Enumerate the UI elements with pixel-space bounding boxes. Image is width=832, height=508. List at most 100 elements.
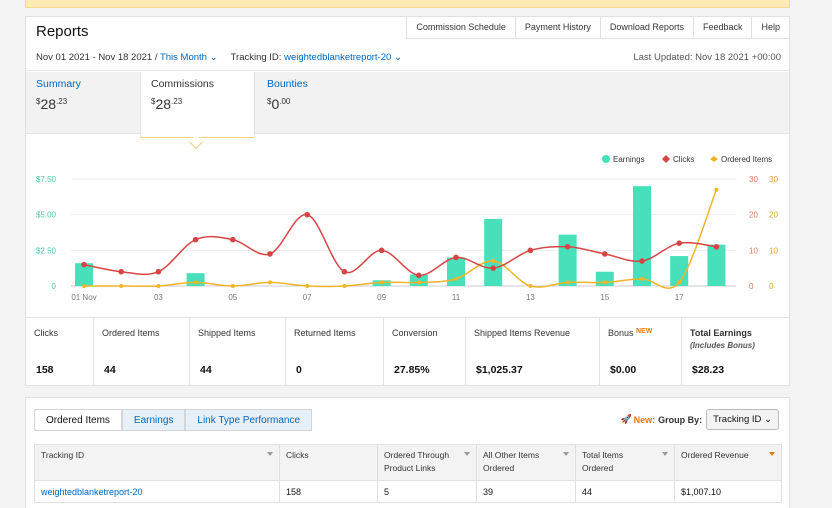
clicks-point — [155, 268, 162, 275]
ordered-items-point — [677, 280, 682, 285]
stat-label: Clicks — [34, 328, 58, 338]
stat-label: Shipped Items — [198, 328, 256, 338]
table-header-row: Tracking ID Clicks Ordered Through Produ… — [34, 444, 782, 481]
stat-value: $1,025.37 — [476, 364, 523, 376]
ordered-items-point — [528, 284, 533, 288]
col-clicks[interactable]: Clicks — [279, 444, 378, 481]
earnings-bar — [558, 234, 577, 286]
sort-icon — [769, 452, 775, 456]
ordered-items-point — [305, 284, 310, 288]
legend-clicks-swatch — [662, 155, 670, 163]
x-tick-label: 07 — [303, 293, 312, 302]
stat-label: Conversion — [392, 328, 438, 338]
commission-schedule-link[interactable]: Commission Schedule — [406, 17, 515, 38]
stat-label: Ordered Items — [102, 328, 160, 338]
stat-sublabel: (Includes Bonus) — [690, 341, 755, 350]
details-panel: Ordered Items Earnings Link Type Perform… — [25, 397, 790, 508]
clicks-point — [602, 251, 608, 257]
x-tick-label: 11 — [452, 293, 461, 302]
earnings-bar — [633, 186, 651, 286]
currency-symbol: $ — [267, 97, 272, 106]
new-badge: NEW — [636, 328, 653, 335]
amount-whole: 28 — [155, 96, 172, 112]
column-label: Tracking ID — [41, 450, 85, 460]
legend-clicks-label: Clicks — [673, 155, 694, 164]
help-link[interactable]: Help — [751, 17, 789, 38]
stat-label: Total Earnings — [690, 328, 752, 338]
chevron-down-icon: ⌄ — [764, 414, 772, 425]
tracking-id-label: weightedblanketreport-20 — [284, 52, 392, 63]
clicks-point — [118, 268, 124, 275]
tab-summary[interactable]: Summary $28.23 — [26, 72, 141, 134]
tab-ordered-items[interactable]: Ordered Items — [34, 409, 122, 431]
ordered-items-point — [416, 280, 421, 285]
tab-bounties-label: Bounties — [267, 78, 308, 90]
x-tick-label: 09 — [377, 293, 386, 302]
last-updated: Last Updated: Nov 18 2021 +00:00 — [633, 52, 781, 63]
y-right2-tick-label: 20 — [769, 211, 778, 220]
col-all-other-items[interactable]: All Other Items Ordered — [476, 444, 576, 481]
stat-label: Returned Items — [294, 328, 356, 338]
stat-label: Shipped Items Revenue — [474, 328, 571, 338]
ordered-items-point — [640, 276, 644, 281]
ordered-items-point — [714, 187, 719, 192]
clicks-point — [267, 251, 273, 257]
tab-earnings[interactable]: Earnings — [121, 409, 186, 431]
stat-conversion: Conversion 27.85% — [384, 318, 466, 386]
feedback-link[interactable]: Feedback — [692, 17, 752, 38]
clicks-point — [453, 254, 459, 261]
earnings-bar — [484, 218, 503, 286]
stat-clicks: Clicks 158 — [26, 318, 94, 386]
tab-bounties[interactable]: Bounties $0.00 — [257, 72, 372, 134]
stat-value: 44 — [104, 364, 116, 376]
stat-returned-items: Returned Items 0 — [286, 318, 384, 386]
col-ordered-revenue[interactable]: Ordered Revenue — [674, 444, 782, 481]
ordered-items-point — [602, 280, 607, 285]
x-tick-label: 03 — [154, 293, 163, 302]
tab-commissions-label: Commissions — [151, 78, 215, 90]
download-reports-link[interactable]: Download Reports — [599, 17, 693, 38]
earnings-bar — [75, 263, 93, 286]
tracking-id-cell[interactable]: weightedblanketreport-20 — [34, 480, 280, 503]
payment-history-link[interactable]: Payment History — [514, 17, 600, 38]
y-right-tick-label: 20 — [749, 211, 758, 220]
tab-commissions-value: $28.23 — [151, 96, 244, 112]
earnings-bar — [409, 274, 428, 286]
col-total-items[interactable]: Total Items Ordered — [575, 444, 675, 481]
tab-link-type-performance[interactable]: Link Type Performance — [185, 409, 313, 431]
tab-commissions[interactable]: Commissions $28.23 — [140, 72, 255, 138]
clicks-cell: 158 — [279, 480, 378, 503]
ordered-items-table: Tracking ID Clicks Ordered Through Produ… — [34, 444, 782, 503]
column-label: All Other Items Ordered — [483, 450, 540, 473]
stat-shipped-items: Shipped Items 44 — [190, 318, 286, 386]
y-left-tick-label: $7.50 — [36, 175, 57, 184]
group-by-select[interactable]: Tracking ID ⌄ — [706, 409, 779, 430]
stat-value: $28.23 — [692, 364, 725, 376]
clicks-point — [639, 258, 645, 264]
column-label: Clicks — [286, 450, 309, 460]
x-tick-label: 17 — [675, 293, 684, 302]
tracking-id-dropdown[interactable]: weightedblanketreport-20 ⌄ — [284, 52, 402, 63]
earnings-bar — [707, 244, 726, 286]
col-ordered-through-links[interactable]: Ordered Through Product Links — [377, 444, 477, 481]
y-left-tick-label: $2.50 — [36, 246, 57, 255]
reports-header: Reports Commission Schedule Payment Hist… — [26, 17, 789, 45]
col-tracking-id[interactable]: Tracking ID — [34, 444, 280, 481]
ordered-items-point — [379, 280, 384, 285]
currency-symbol: $ — [151, 97, 156, 106]
ordered-items-point — [193, 280, 198, 285]
ordered-items-point — [82, 284, 86, 288]
ordered-items-point — [342, 284, 347, 288]
y-left-tick-label: 0 — [52, 282, 57, 291]
stat-value: 0 — [296, 364, 302, 376]
period-dropdown[interactable]: This Month ⌄ — [160, 52, 218, 63]
table-row: weightedblanketreport-20 158 5 39 44 $1,… — [34, 480, 782, 503]
clicks-point — [676, 240, 682, 246]
currency-symbol: $ — [36, 97, 41, 106]
ordered-items-point — [454, 276, 458, 281]
date-filter: Nov 01 2021 - Nov 18 2021 / This Month ⌄… — [36, 52, 402, 63]
clicks-point — [416, 272, 422, 279]
date-range: Nov 01 2021 - Nov 18 2021 / — [36, 52, 158, 63]
amount-cents: .23 — [171, 97, 183, 106]
all-other-items-cell: 39 — [476, 480, 576, 503]
